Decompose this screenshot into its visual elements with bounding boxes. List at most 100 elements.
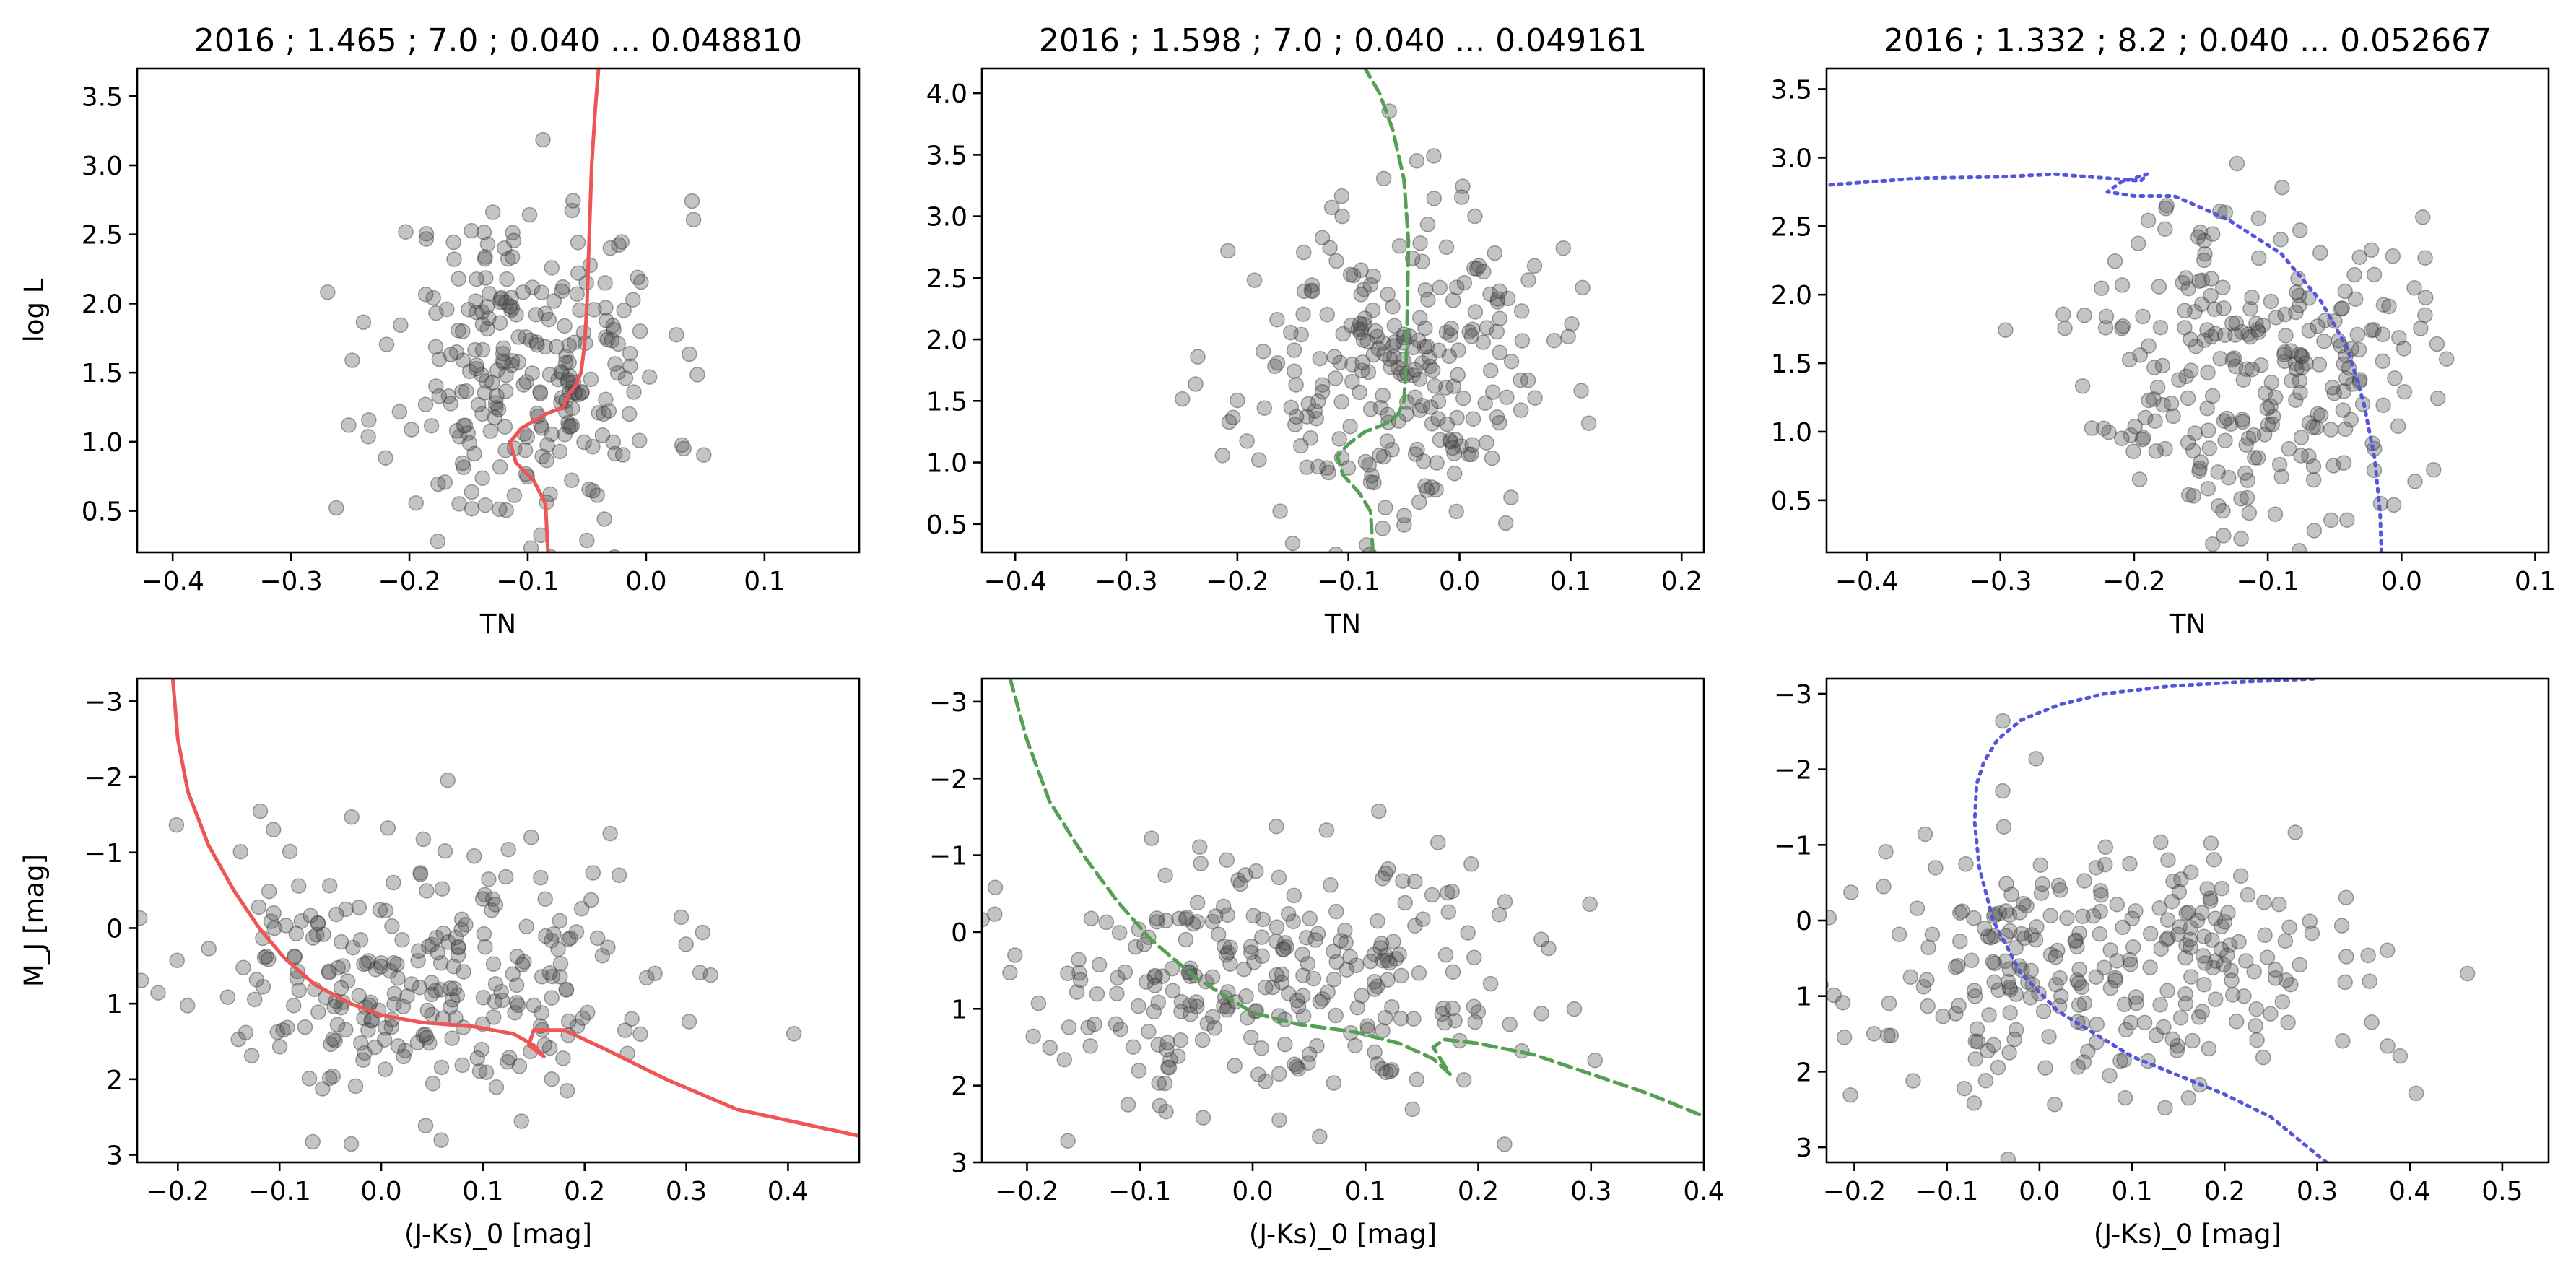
scatter-point <box>475 990 492 1006</box>
scatter-point <box>1144 830 1159 846</box>
scatter-point <box>2305 419 2321 435</box>
scatter-point <box>1430 393 1447 409</box>
scatter-point <box>478 270 494 286</box>
scatter-point <box>2264 417 2280 432</box>
scatter-point <box>2096 959 2112 975</box>
scatter-point <box>1173 993 1190 1010</box>
scatter-point <box>1157 1075 1173 1092</box>
scatter-point <box>2141 392 2157 409</box>
scatter-point <box>2213 941 2229 957</box>
scatter-point <box>2227 358 2244 375</box>
scatter-point <box>2097 320 2114 336</box>
scatter-point <box>454 383 470 400</box>
scatter-point <box>2102 942 2118 958</box>
scatter-point <box>378 902 394 919</box>
scatter-point <box>1375 387 1391 404</box>
scatter-point <box>1305 970 1322 987</box>
scatter-point <box>451 496 467 512</box>
scatter-point <box>1232 876 1248 892</box>
scatter-point <box>606 321 622 338</box>
scatter-point <box>440 388 457 404</box>
scatter-point <box>2276 344 2293 360</box>
scatter-point <box>430 476 446 492</box>
scatter-point <box>271 1039 288 1055</box>
scatter-point <box>602 825 618 842</box>
y-tick-label: 1 <box>106 990 123 1019</box>
scatter-point <box>1489 291 1506 307</box>
scatter-point <box>1513 303 1530 319</box>
scatter-point <box>1060 965 1076 981</box>
scatter-point <box>2199 881 2215 897</box>
scatter-point <box>1391 238 1408 254</box>
scatter-point <box>2008 1022 2024 1038</box>
isochrone-curve <box>170 679 859 1138</box>
scatter-point <box>1277 1036 1293 1053</box>
scatter-point <box>1391 947 1407 962</box>
scatter-point <box>1290 1061 1307 1077</box>
scatter-point <box>443 396 458 412</box>
scatter-point <box>1947 959 1964 975</box>
scatter-point <box>1161 1059 1178 1076</box>
scatter-point <box>2192 460 2208 477</box>
scatter-point <box>386 954 402 971</box>
scatter-point <box>418 231 435 247</box>
scatter-point <box>1072 972 1089 988</box>
scatter-point <box>535 131 551 148</box>
scatter-point <box>2334 300 2351 316</box>
scatter-point <box>2250 210 2267 227</box>
scatter-point <box>1379 952 1396 969</box>
scatter-point <box>1432 432 1448 448</box>
scatter-point <box>682 346 697 362</box>
scatter-point <box>2326 386 2343 401</box>
scatter-point <box>589 930 606 947</box>
scatter-point <box>360 1022 376 1038</box>
scatter-point <box>609 365 626 381</box>
scatter-point <box>417 396 434 412</box>
scatter-point <box>263 913 279 929</box>
scatter-point <box>2121 352 2138 367</box>
scatter-point <box>1434 1006 1450 1022</box>
scatter-point <box>1333 393 1349 410</box>
scatter-point <box>1087 1016 1102 1032</box>
scatter-point <box>1171 910 1187 927</box>
scatter-point <box>1293 326 1309 343</box>
scatter-point <box>2001 1045 2017 1061</box>
scatter-point <box>2023 962 2039 979</box>
scatter-point <box>2217 432 2233 449</box>
scatter-point <box>570 235 586 251</box>
scatter-point <box>427 339 444 355</box>
scatter-point <box>575 1010 591 1026</box>
scatter-point <box>2199 322 2215 338</box>
x-tick-label: −0.2 <box>1206 567 1269 596</box>
panel-4: −0.2 −0.1 0.0 0.1 0.2 0.3 0.4−3−2−10123(J-Ks)_… <box>19 677 861 1250</box>
scatter-point <box>448 929 464 946</box>
scatter-point <box>2418 290 2434 305</box>
scatter-point <box>451 271 466 287</box>
scatter-point <box>1296 283 1313 300</box>
scatter-point <box>1489 409 1505 425</box>
panel-1: −0.4 −0.3 −0.2 −0.1 0.0 0.10.51.01.52.02.53.0… <box>19 22 861 640</box>
scatter-point <box>519 469 536 485</box>
scatter-point <box>1453 189 1470 205</box>
scatter-point <box>1120 1097 1136 1113</box>
scatter-point <box>503 290 520 306</box>
scatter-point <box>1430 411 1446 427</box>
y-axis-label: M_J [mag] <box>19 854 50 987</box>
scatter-point <box>2349 326 2366 343</box>
scatter-point <box>2253 357 2269 373</box>
scatter-point <box>1985 954 2001 970</box>
scatter-point <box>464 500 480 517</box>
scatter-point <box>2207 991 2224 1007</box>
scatter-point <box>1976 921 1993 936</box>
scatter-point <box>2173 871 2189 887</box>
scatter-point <box>1917 826 1933 843</box>
scatter-point <box>251 899 267 915</box>
x-tick-label: −0.2 <box>147 1177 209 1206</box>
scatter-point <box>2125 443 2141 460</box>
scatter-point <box>2290 271 2306 287</box>
scatter-point <box>168 817 185 833</box>
scatter-point <box>1342 266 1359 283</box>
scatter-point <box>2201 1040 2217 1057</box>
scatter-point <box>1395 873 1411 889</box>
scatter-point <box>605 434 622 451</box>
